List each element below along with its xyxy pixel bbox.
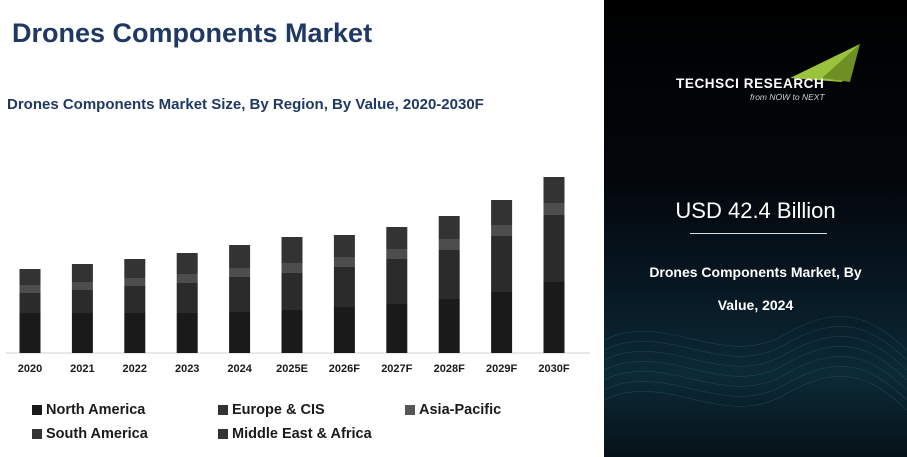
- bar-segment-europe-cis-2030f: [543, 215, 565, 282]
- bar-segment-europe-cis-2028f: [438, 250, 460, 299]
- bar-segment-asia-pacific-2022: [124, 278, 146, 286]
- x-tick-label: 2025E: [276, 363, 308, 375]
- bar-segment-europe-cis-2020: [19, 293, 41, 313]
- bar-segment-europe-cis-2022: [124, 286, 146, 313]
- bar-segment-middle-east-africa-2027f: [386, 227, 408, 249]
- legend-item-europe-cis: Europe & CIS: [218, 402, 325, 418]
- bar-segment-asia-pacific-2027f: [386, 249, 408, 259]
- bar-segment-north-america-2030f: [543, 282, 565, 353]
- bar-segment-europe-cis-2021: [71, 290, 93, 313]
- legend-swatch-south-america: [32, 429, 42, 439]
- x-tick-label: 2023: [175, 363, 199, 375]
- techsci-logo: TECHSCI RESEARCH from NOW to NEXT: [672, 42, 872, 104]
- bar-segment-asia-pacific-2030f: [543, 203, 565, 215]
- bar-segment-middle-east-africa-2022: [124, 259, 146, 278]
- x-tick-label: 2020: [18, 363, 42, 375]
- market-description-line-1: Drones Components Market, By: [649, 264, 862, 280]
- bar-segment-asia-pacific-2021: [71, 282, 93, 290]
- x-tick-label: 2021: [70, 363, 94, 375]
- bar-segment-asia-pacific-2025e: [281, 263, 303, 273]
- legend-item-south-america: South America: [32, 426, 148, 442]
- bar-segment-europe-cis-2027f: [386, 259, 408, 304]
- bar-segment-middle-east-africa-2024: [229, 245, 251, 268]
- legend-label: Europe & CIS: [232, 402, 325, 418]
- bar-segment-asia-pacific-2024: [229, 268, 251, 277]
- legend-label: Asia-Pacific: [419, 402, 502, 418]
- chart-legend: North America Europe & CIS Asia-Pacific …: [0, 398, 604, 448]
- bar-segment-europe-cis-2024: [229, 277, 251, 312]
- legend-label: North America: [46, 402, 146, 418]
- bar-segment-middle-east-africa-2028f: [438, 216, 460, 239]
- chart-panel: Drones Components Market Drones Componen…: [0, 18, 604, 448]
- legend-swatch-asia-pacific: [405, 405, 415, 415]
- x-tick-label: 2029F: [486, 363, 517, 375]
- market-description: Drones Components Market, By Value, 2024: [624, 256, 887, 322]
- bar-segment-north-america-2023: [176, 313, 198, 353]
- bar-segment-north-america-2029f: [491, 292, 513, 353]
- legend-label: Middle East & Africa: [232, 426, 372, 442]
- legend-item-asia-pacific: Asia-Pacific: [405, 402, 501, 418]
- x-tick-label: 2030F: [538, 363, 569, 375]
- bar-segment-middle-east-africa-2021: [71, 264, 93, 282]
- bar-segment-europe-cis-2023: [176, 283, 198, 313]
- x-tick-label: 2022: [123, 363, 147, 375]
- page-title: Drones Components Market: [12, 18, 373, 48]
- bar-segment-north-america-2027f: [386, 304, 408, 353]
- bar-segment-middle-east-africa-2023: [176, 253, 198, 274]
- bar-segment-north-america-2020: [19, 313, 41, 353]
- bar-segment-europe-cis-2029f: [491, 236, 513, 292]
- x-tick-label: 2024: [227, 363, 252, 375]
- bar-segment-north-america-2022: [124, 313, 146, 353]
- x-tick-label: 2027F: [381, 363, 412, 375]
- summary-panel: TECHSCI RESEARCH from NOW to NEXT USD 42…: [604, 0, 907, 457]
- bar-segment-asia-pacific-2020: [19, 285, 41, 293]
- bar-segment-europe-cis-2025e: [281, 273, 303, 310]
- x-tick-label: 2028F: [434, 363, 465, 375]
- legend-label: South America: [46, 426, 148, 442]
- legend-swatch-middle-east-africa: [218, 429, 228, 439]
- bar-segment-north-america-2026f: [333, 307, 355, 353]
- bar-segment-north-america-2025e: [281, 310, 303, 353]
- bar-segment-middle-east-africa-2025e: [281, 237, 303, 263]
- bar-segment-asia-pacific-2028f: [438, 239, 460, 250]
- legend-swatch-north-america: [32, 405, 42, 415]
- legend-item-middle-east-africa: Middle East & Africa: [218, 426, 372, 442]
- bar-segment-north-america-2028f: [438, 299, 460, 353]
- divider: [690, 233, 827, 234]
- bar-segment-north-america-2021: [71, 313, 93, 353]
- market-description-line-2: Value, 2024: [717, 297, 794, 313]
- wave-background: [604, 316, 907, 411]
- bar-segment-middle-east-africa-2029f: [491, 200, 513, 225]
- bar-segment-middle-east-africa-2020: [19, 269, 41, 285]
- x-tick-label: 2026F: [329, 363, 360, 375]
- logo-name: TECHSCI RESEARCH: [676, 76, 825, 91]
- bar-segment-europe-cis-2026f: [333, 267, 355, 307]
- market-value: USD 42.4 Billion: [675, 198, 836, 223]
- bar-segment-asia-pacific-2026f: [333, 257, 355, 267]
- logo-tagline: from NOW to NEXT: [750, 92, 825, 102]
- legend-item-north-america: North America: [32, 402, 145, 418]
- bar-segment-asia-pacific-2023: [176, 274, 198, 283]
- bar-segment-asia-pacific-2029f: [491, 225, 513, 236]
- bar-segment-middle-east-africa-2026f: [333, 235, 355, 257]
- bar-segment-middle-east-africa-2030f: [543, 177, 565, 203]
- logo-arrow-icon: [790, 44, 860, 82]
- bar-segment-north-america-2024: [229, 312, 251, 353]
- chart-subtitle: Drones Components Market Size, By Region…: [7, 96, 484, 113]
- legend-swatch-europe-cis: [218, 405, 228, 415]
- stacked-bar-chart: 2020 2021 2022 2023 2024 2025E 2026F 2027F 2028F…: [6, 177, 590, 375]
